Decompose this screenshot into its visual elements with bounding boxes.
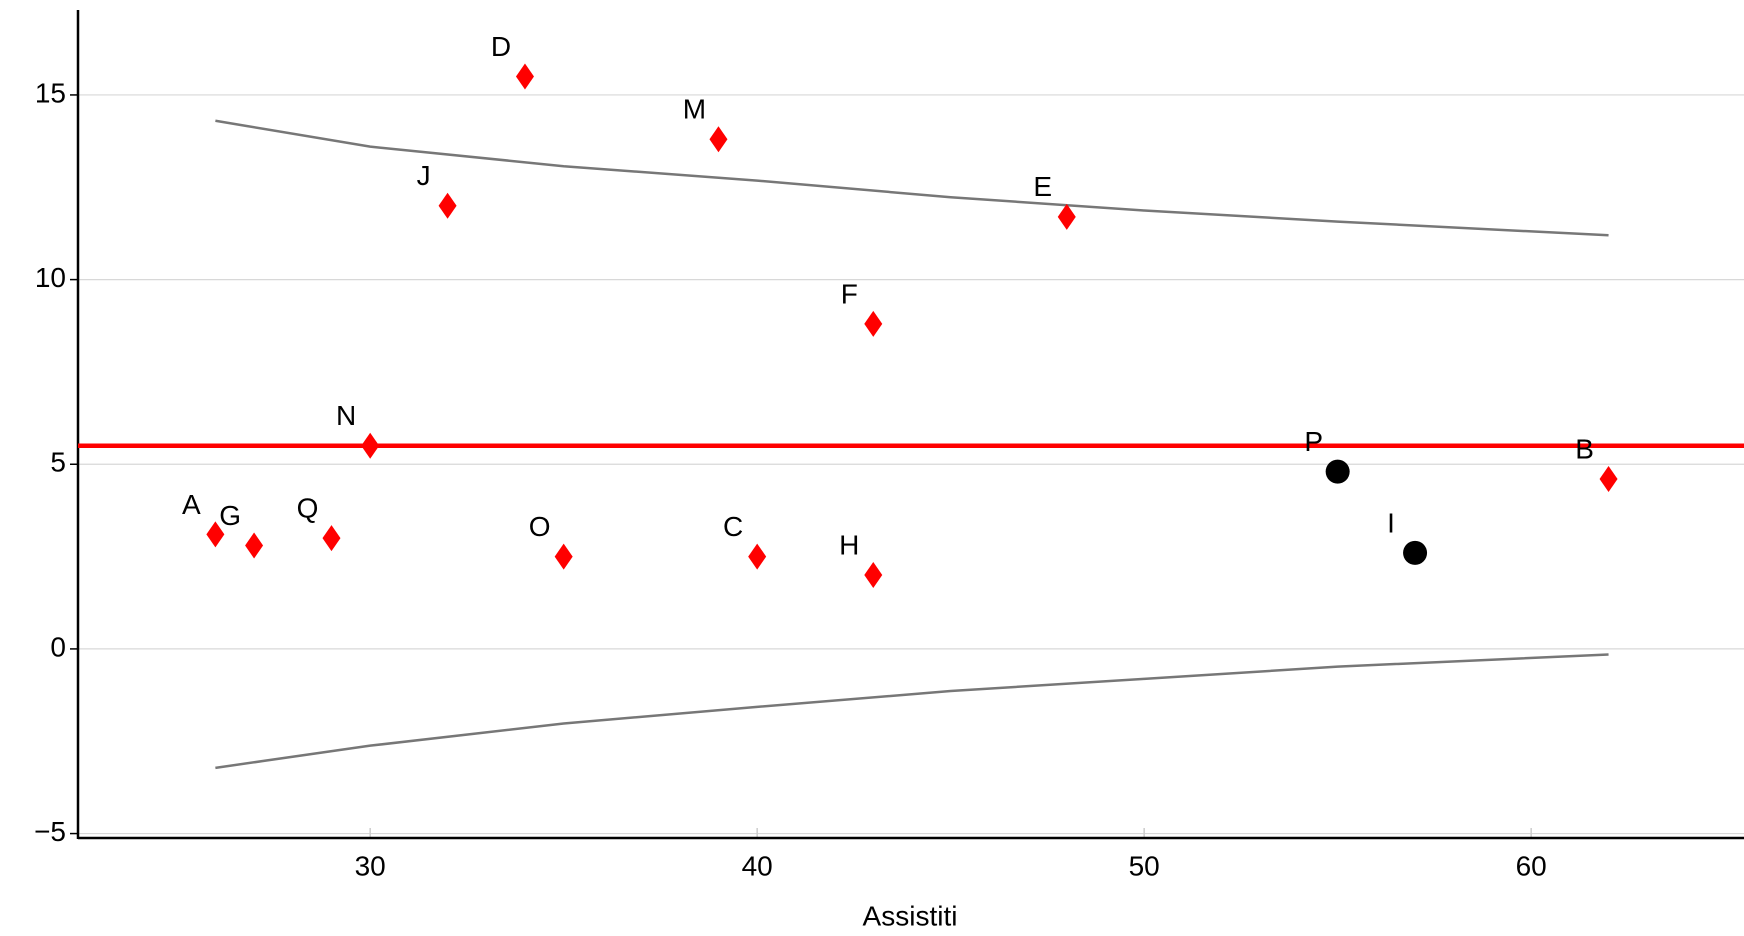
point [1403, 540, 1428, 565]
point-label: E [1033, 171, 1052, 202]
point [1057, 203, 1076, 230]
y-tick-label: 15 [35, 77, 66, 108]
control-limit [215, 119, 1609, 237]
point [206, 521, 225, 548]
point [864, 310, 883, 337]
point [515, 63, 534, 90]
point [709, 126, 728, 153]
point-label: J [417, 160, 431, 191]
point [438, 192, 457, 219]
point-label: G [219, 500, 241, 531]
point-label: O [529, 511, 551, 542]
y-tick-label: 5 [50, 447, 66, 478]
point [748, 543, 767, 570]
point-label: Q [297, 493, 319, 524]
point-label: D [491, 31, 511, 62]
point [554, 543, 573, 570]
point [322, 525, 341, 552]
point [361, 432, 380, 459]
x-tick-label: 50 [1129, 850, 1160, 881]
point-label: M [683, 94, 706, 125]
x-tick-label: 60 [1516, 850, 1547, 881]
point [864, 562, 883, 589]
point-label: C [723, 511, 743, 542]
x-axis-label: Assistiti [863, 900, 958, 931]
control-limit [215, 653, 1609, 770]
point-label: P [1304, 426, 1323, 457]
point-label: A [182, 489, 201, 520]
point-label: B [1575, 433, 1594, 464]
x-tick-label: 40 [742, 850, 773, 881]
point-label: I [1387, 507, 1395, 538]
y-tick-label: 10 [35, 262, 66, 293]
point-label: N [336, 400, 356, 431]
point [1599, 466, 1618, 493]
point-label: H [839, 529, 859, 560]
y-tick-label: 0 [50, 631, 66, 662]
point [1325, 459, 1350, 484]
point [245, 532, 264, 559]
point-label: F [841, 278, 858, 309]
x-tick-label: 30 [355, 850, 386, 881]
y-tick-label: −5 [34, 816, 66, 847]
